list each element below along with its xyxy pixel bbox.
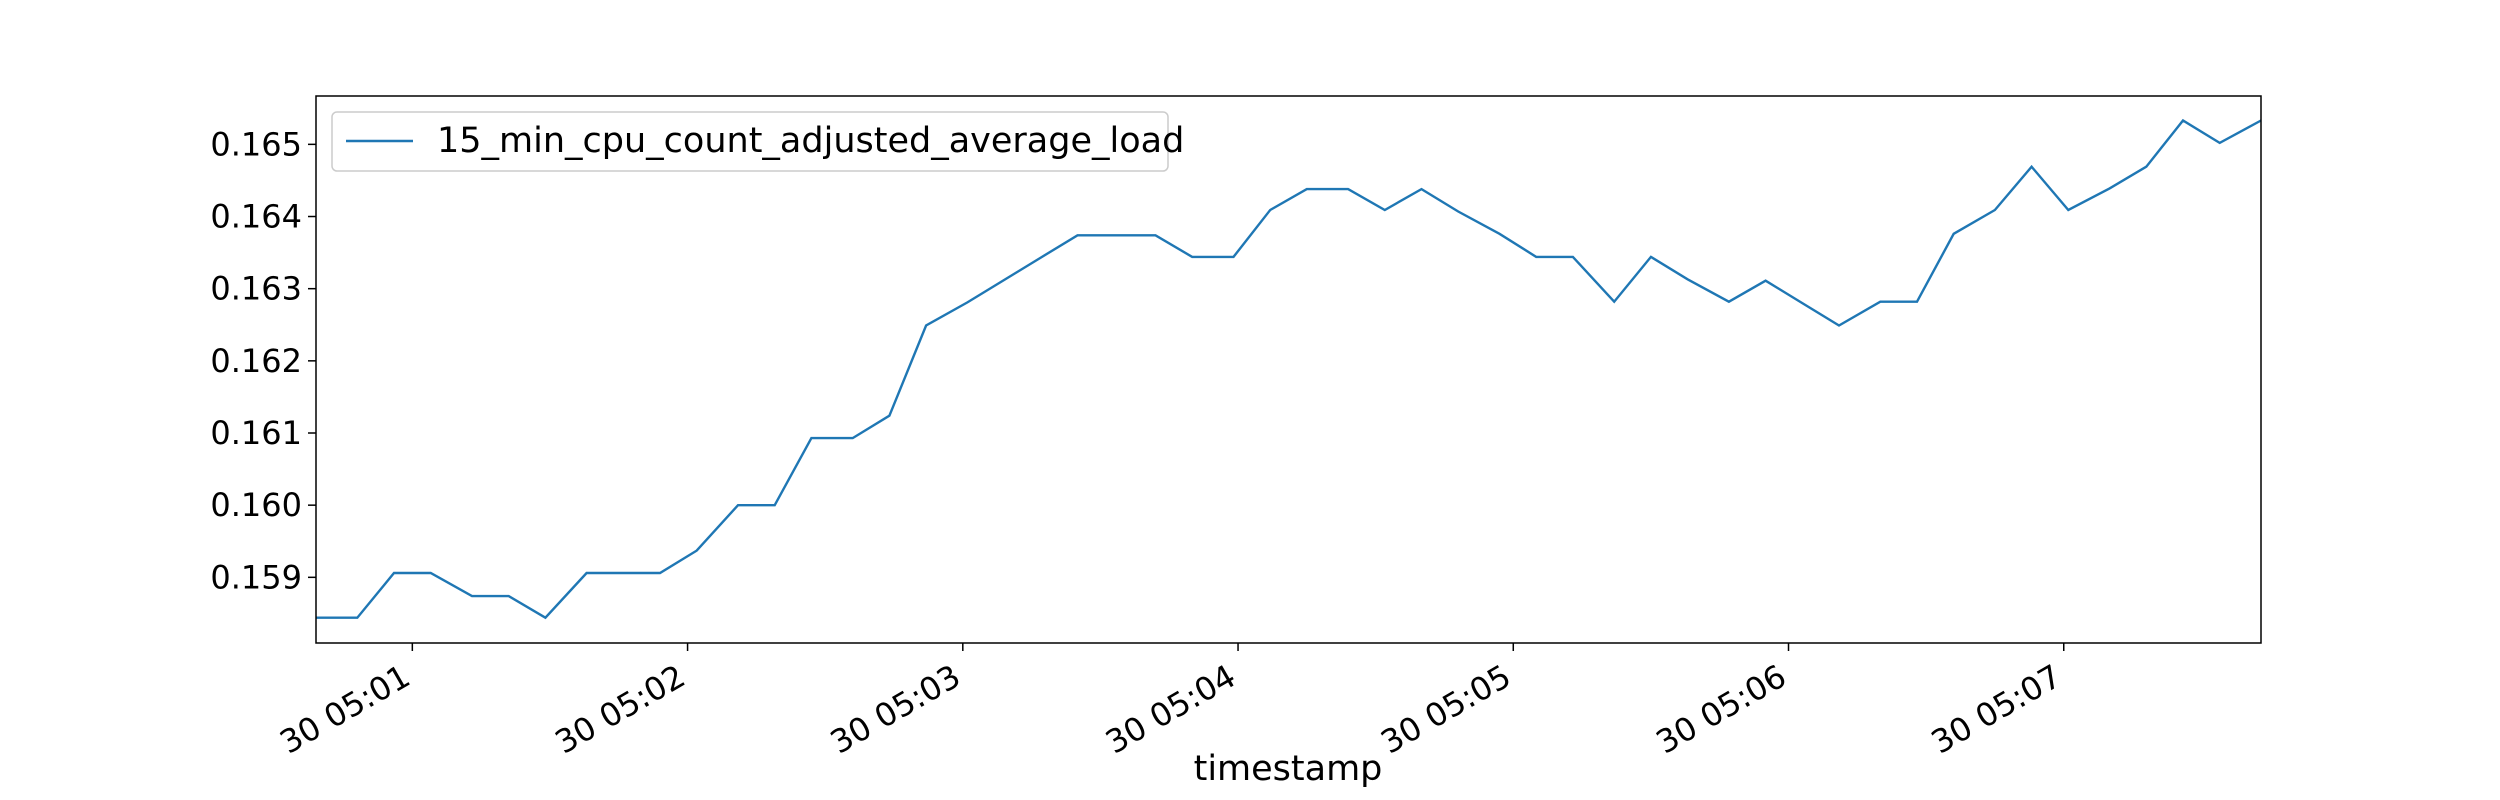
y-tick-label: 0.161 bbox=[210, 414, 302, 452]
x-tick-label: 30 05:05 bbox=[1374, 657, 1517, 761]
x-tick-label: 30 05:07 bbox=[1925, 657, 2068, 761]
y-tick-label: 0.162 bbox=[210, 342, 302, 380]
x-tick-label: 30 05:01 bbox=[273, 657, 416, 761]
x-tick-label: 30 05:02 bbox=[549, 657, 692, 761]
y-tick-label: 0.165 bbox=[210, 125, 302, 163]
y-tick-label: 0.164 bbox=[210, 198, 302, 236]
x-axis-label: timestamp bbox=[1194, 749, 1383, 789]
x-tick-label: 30 05:03 bbox=[824, 657, 967, 761]
x-tick-label: 30 05:04 bbox=[1099, 657, 1242, 761]
y-tick-label: 0.160 bbox=[210, 486, 302, 524]
line bbox=[316, 118, 2262, 620]
legend-box bbox=[331, 111, 1169, 172]
legend-label: 15_min_cpu_count_adjusted_average_load bbox=[437, 121, 1184, 161]
y-tick-label: 0.163 bbox=[210, 270, 302, 308]
y-tick-label: 0.159 bbox=[210, 558, 302, 596]
plot-frame bbox=[315, 95, 2262, 644]
x-tick-label: 30 05:06 bbox=[1650, 657, 1793, 761]
